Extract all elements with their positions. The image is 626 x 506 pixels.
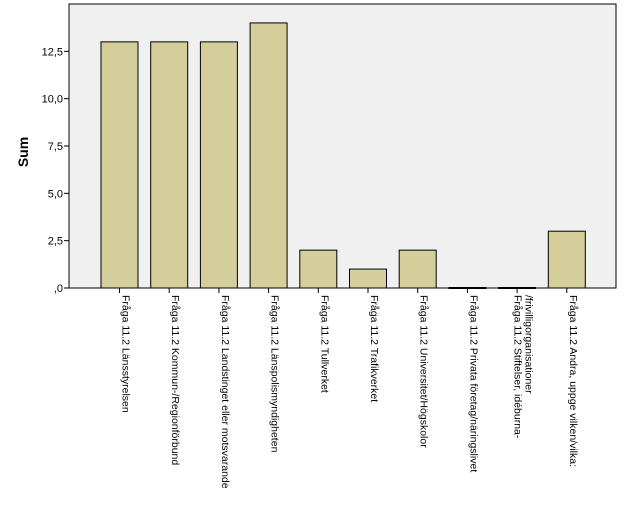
y-tick-label-3: 5,0 [48, 188, 63, 200]
y-axis-label: Sum [15, 137, 31, 167]
x-tick-label-7: Fråga 11.2 Universitet/Högskolor [418, 295, 430, 448]
y-tick-label-5: 10,0 [42, 94, 63, 106]
bar-7 [398, 249, 437, 289]
bar-1 [100, 41, 139, 289]
y-tick-label-4: 7,5 [48, 141, 63, 153]
x-tick-label-10: Fråga 11.2 Andra, uppge vilken/vilka: [567, 295, 579, 467]
bar-10 [547, 230, 586, 289]
x-tick-label-9-line-1: Fråga 11.2 Stiftelser, idéburna- [512, 295, 524, 439]
bar-2 [150, 41, 189, 289]
bar-6 [349, 268, 387, 289]
x-tick-label-5: Fråga 11.2 Tullverket [318, 295, 330, 393]
bar-5 [299, 249, 338, 289]
x-tick-label-2: Fråga 11.2 Kommun-/Regionförbund [169, 295, 181, 465]
x-tick-label-3: Fråga 11.2 Landstinget eller motsvarande [219, 295, 231, 489]
bar-4 [249, 22, 288, 289]
bar-3 [199, 41, 238, 289]
y-tick-label-2: 2,5 [48, 236, 63, 248]
x-tick-label-8: Fråga 11.2 Privata företag/näringslivet [467, 295, 479, 472]
x-tick-label-4: Fråga 11.2 Länspolismyndigheten [269, 295, 281, 453]
x-tick-label-1: Fråga 11.2 Länsstyrelsen [120, 295, 132, 413]
y-tick-label-6: 12,5 [42, 46, 63, 58]
y-axis-ticks: ,0 2,5 5,0 7,5 10,0 12,5 [42, 46, 69, 295]
y-tick-label-1: ,0 [54, 283, 63, 295]
x-tick-label-9-line-2: /frivilligorganisationer [523, 295, 535, 394]
bars-group [100, 22, 586, 293]
x-tick-label-6: Fråga 11.2 Trafikverket [368, 295, 380, 402]
x-axis-labels: Fråga 11.2 Länsstyrelsen Fråga 11.2 Kommu… [120, 295, 579, 489]
